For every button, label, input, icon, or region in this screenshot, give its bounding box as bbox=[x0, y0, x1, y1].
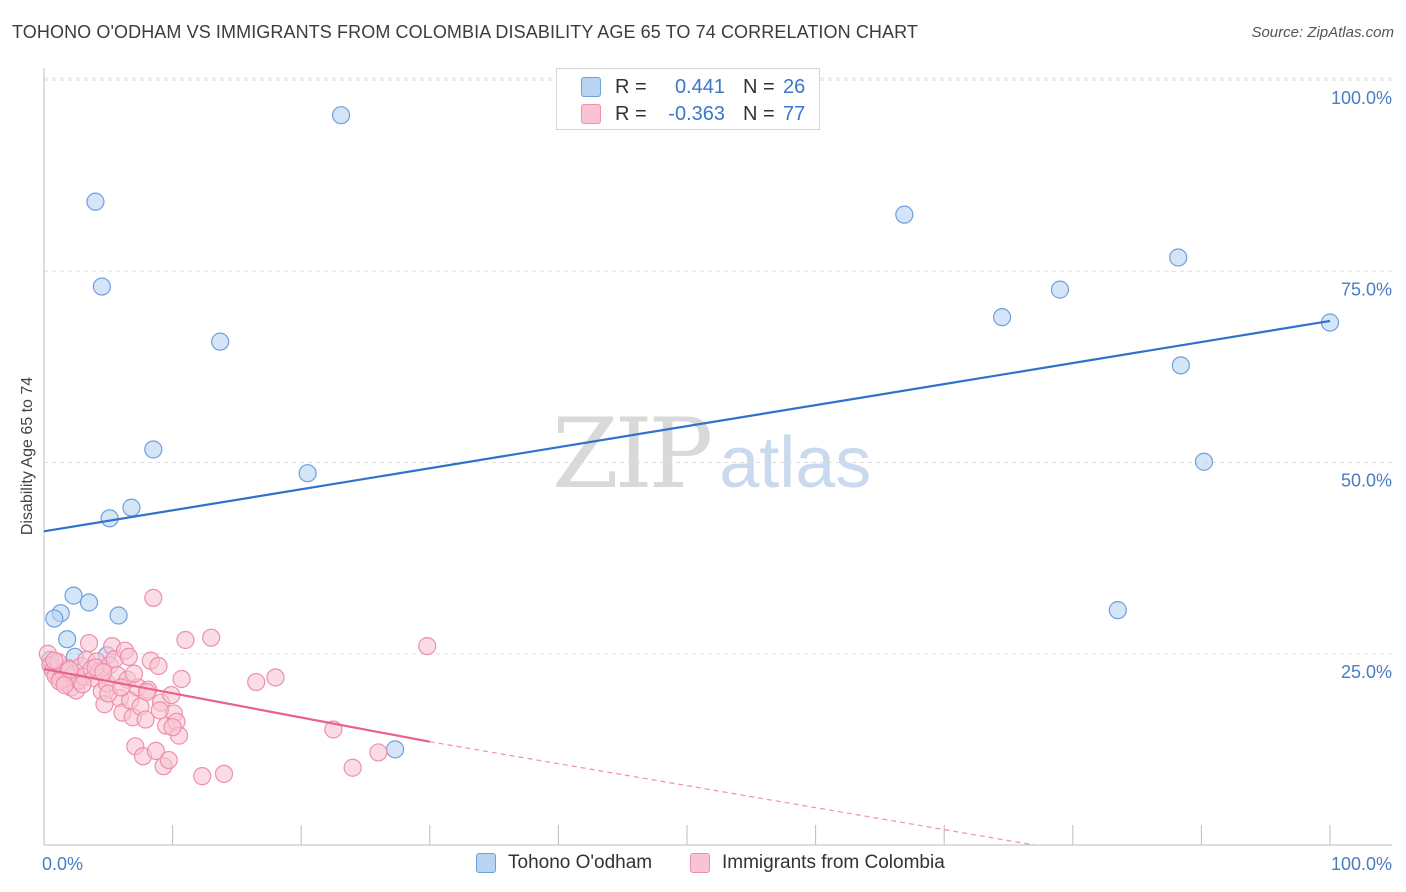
source-note: Source: ZipAtlas.com bbox=[1251, 24, 1394, 41]
tohono-point bbox=[100, 509, 119, 528]
chart-title: TOHONO O'ODHAM VS IMMIGRANTS FROM COLOMB… bbox=[12, 22, 919, 42]
colombia-point bbox=[159, 750, 178, 770]
tohono-point bbox=[109, 606, 128, 625]
tohono-point bbox=[1169, 248, 1188, 267]
y-tick-label: 50.0% bbox=[1341, 471, 1392, 491]
colombia-point bbox=[136, 710, 155, 729]
tohono-point bbox=[45, 609, 64, 628]
colombia-point bbox=[176, 630, 195, 650]
tohono-point bbox=[79, 593, 99, 612]
tohono-trend-line bbox=[43, 319, 1331, 533]
legend-row-tohono: R = 0.441 N = 26 bbox=[581, 74, 805, 100]
legend-r-value: 0.441 bbox=[674, 75, 725, 98]
colombia-point bbox=[144, 588, 163, 608]
legend-row-colombia: R = -0.363 N = 77 bbox=[581, 101, 805, 127]
legend-swatch-blue bbox=[581, 77, 601, 97]
legend-label-tohono: Tohono O'odham bbox=[508, 852, 653, 873]
colombia-point bbox=[418, 636, 437, 656]
legend-item-colombia[interactable]: Immigrants from Colombia bbox=[690, 852, 945, 874]
legend-r-label: R = bbox=[615, 75, 647, 98]
colombia-point bbox=[119, 647, 138, 666]
legend-n-label: N = bbox=[743, 75, 775, 98]
legend-item-tohono[interactable]: Tohono O'odham bbox=[476, 852, 652, 874]
legend-swatch-pink bbox=[581, 104, 601, 124]
colombia-point bbox=[137, 682, 156, 702]
tohono-point bbox=[1194, 452, 1214, 471]
tohono-point bbox=[144, 440, 163, 459]
tohono-point bbox=[122, 498, 141, 517]
legend-n-value: 77 bbox=[783, 102, 806, 125]
colombia-point bbox=[146, 741, 165, 761]
tohono-point bbox=[211, 332, 230, 351]
tohono-point bbox=[298, 464, 317, 483]
tohono-point bbox=[895, 205, 914, 224]
tohono-point bbox=[385, 740, 405, 759]
colombia-point bbox=[150, 701, 169, 720]
y-tick-label: 25.0% bbox=[1341, 662, 1392, 682]
legend-label-colombia: Immigrants from Colombia bbox=[722, 852, 945, 873]
colombia-point bbox=[163, 718, 182, 737]
colombia-point bbox=[369, 743, 388, 762]
colombia-trend-line bbox=[43, 667, 431, 743]
colombia-point bbox=[247, 672, 266, 692]
y-tick-label: 75.0% bbox=[1341, 279, 1392, 299]
correlation-legend: R = 0.441 N = 26 R = -0.363 N = 77 bbox=[556, 68, 820, 130]
legend-r-label: R = bbox=[615, 102, 647, 125]
colombia-trend-extension bbox=[429, 741, 1035, 846]
tohono-point bbox=[992, 308, 1012, 327]
y-tick-label: 100.0% bbox=[1331, 88, 1392, 108]
legend-swatch-blue bbox=[476, 853, 496, 873]
legend-n-label: N = bbox=[743, 102, 775, 125]
tohono-point bbox=[331, 106, 351, 125]
tohono-point bbox=[1050, 280, 1070, 299]
watermark-zip: ZIP bbox=[552, 398, 713, 510]
colombia-point bbox=[202, 628, 221, 647]
colombia-point bbox=[149, 656, 168, 676]
colombia-point bbox=[266, 668, 285, 687]
tohono-point bbox=[1171, 356, 1190, 375]
colombia-point bbox=[172, 669, 191, 689]
colombia-point bbox=[214, 764, 234, 783]
x-tick-label: 0.0% bbox=[42, 854, 83, 874]
legend-r-value: -0.363 bbox=[668, 102, 725, 125]
colombia-point bbox=[79, 633, 99, 653]
tohono-point bbox=[1108, 601, 1127, 620]
tohono-point bbox=[64, 586, 83, 605]
series-legend: Tohono O'odham Immigrants from Colombia bbox=[0, 852, 1406, 878]
tohono-point bbox=[58, 630, 77, 649]
legend-n-value: 26 bbox=[783, 75, 806, 98]
colombia-point bbox=[45, 651, 64, 670]
colombia-point bbox=[343, 758, 362, 777]
tohono-point bbox=[92, 277, 111, 296]
colombia-point bbox=[193, 767, 212, 786]
legend-swatch-pink bbox=[690, 853, 710, 873]
colombia-point bbox=[55, 676, 74, 695]
x-tick-label: 100.0% bbox=[1331, 854, 1392, 874]
tohono-point bbox=[86, 192, 105, 211]
colombia-point bbox=[124, 664, 144, 683]
